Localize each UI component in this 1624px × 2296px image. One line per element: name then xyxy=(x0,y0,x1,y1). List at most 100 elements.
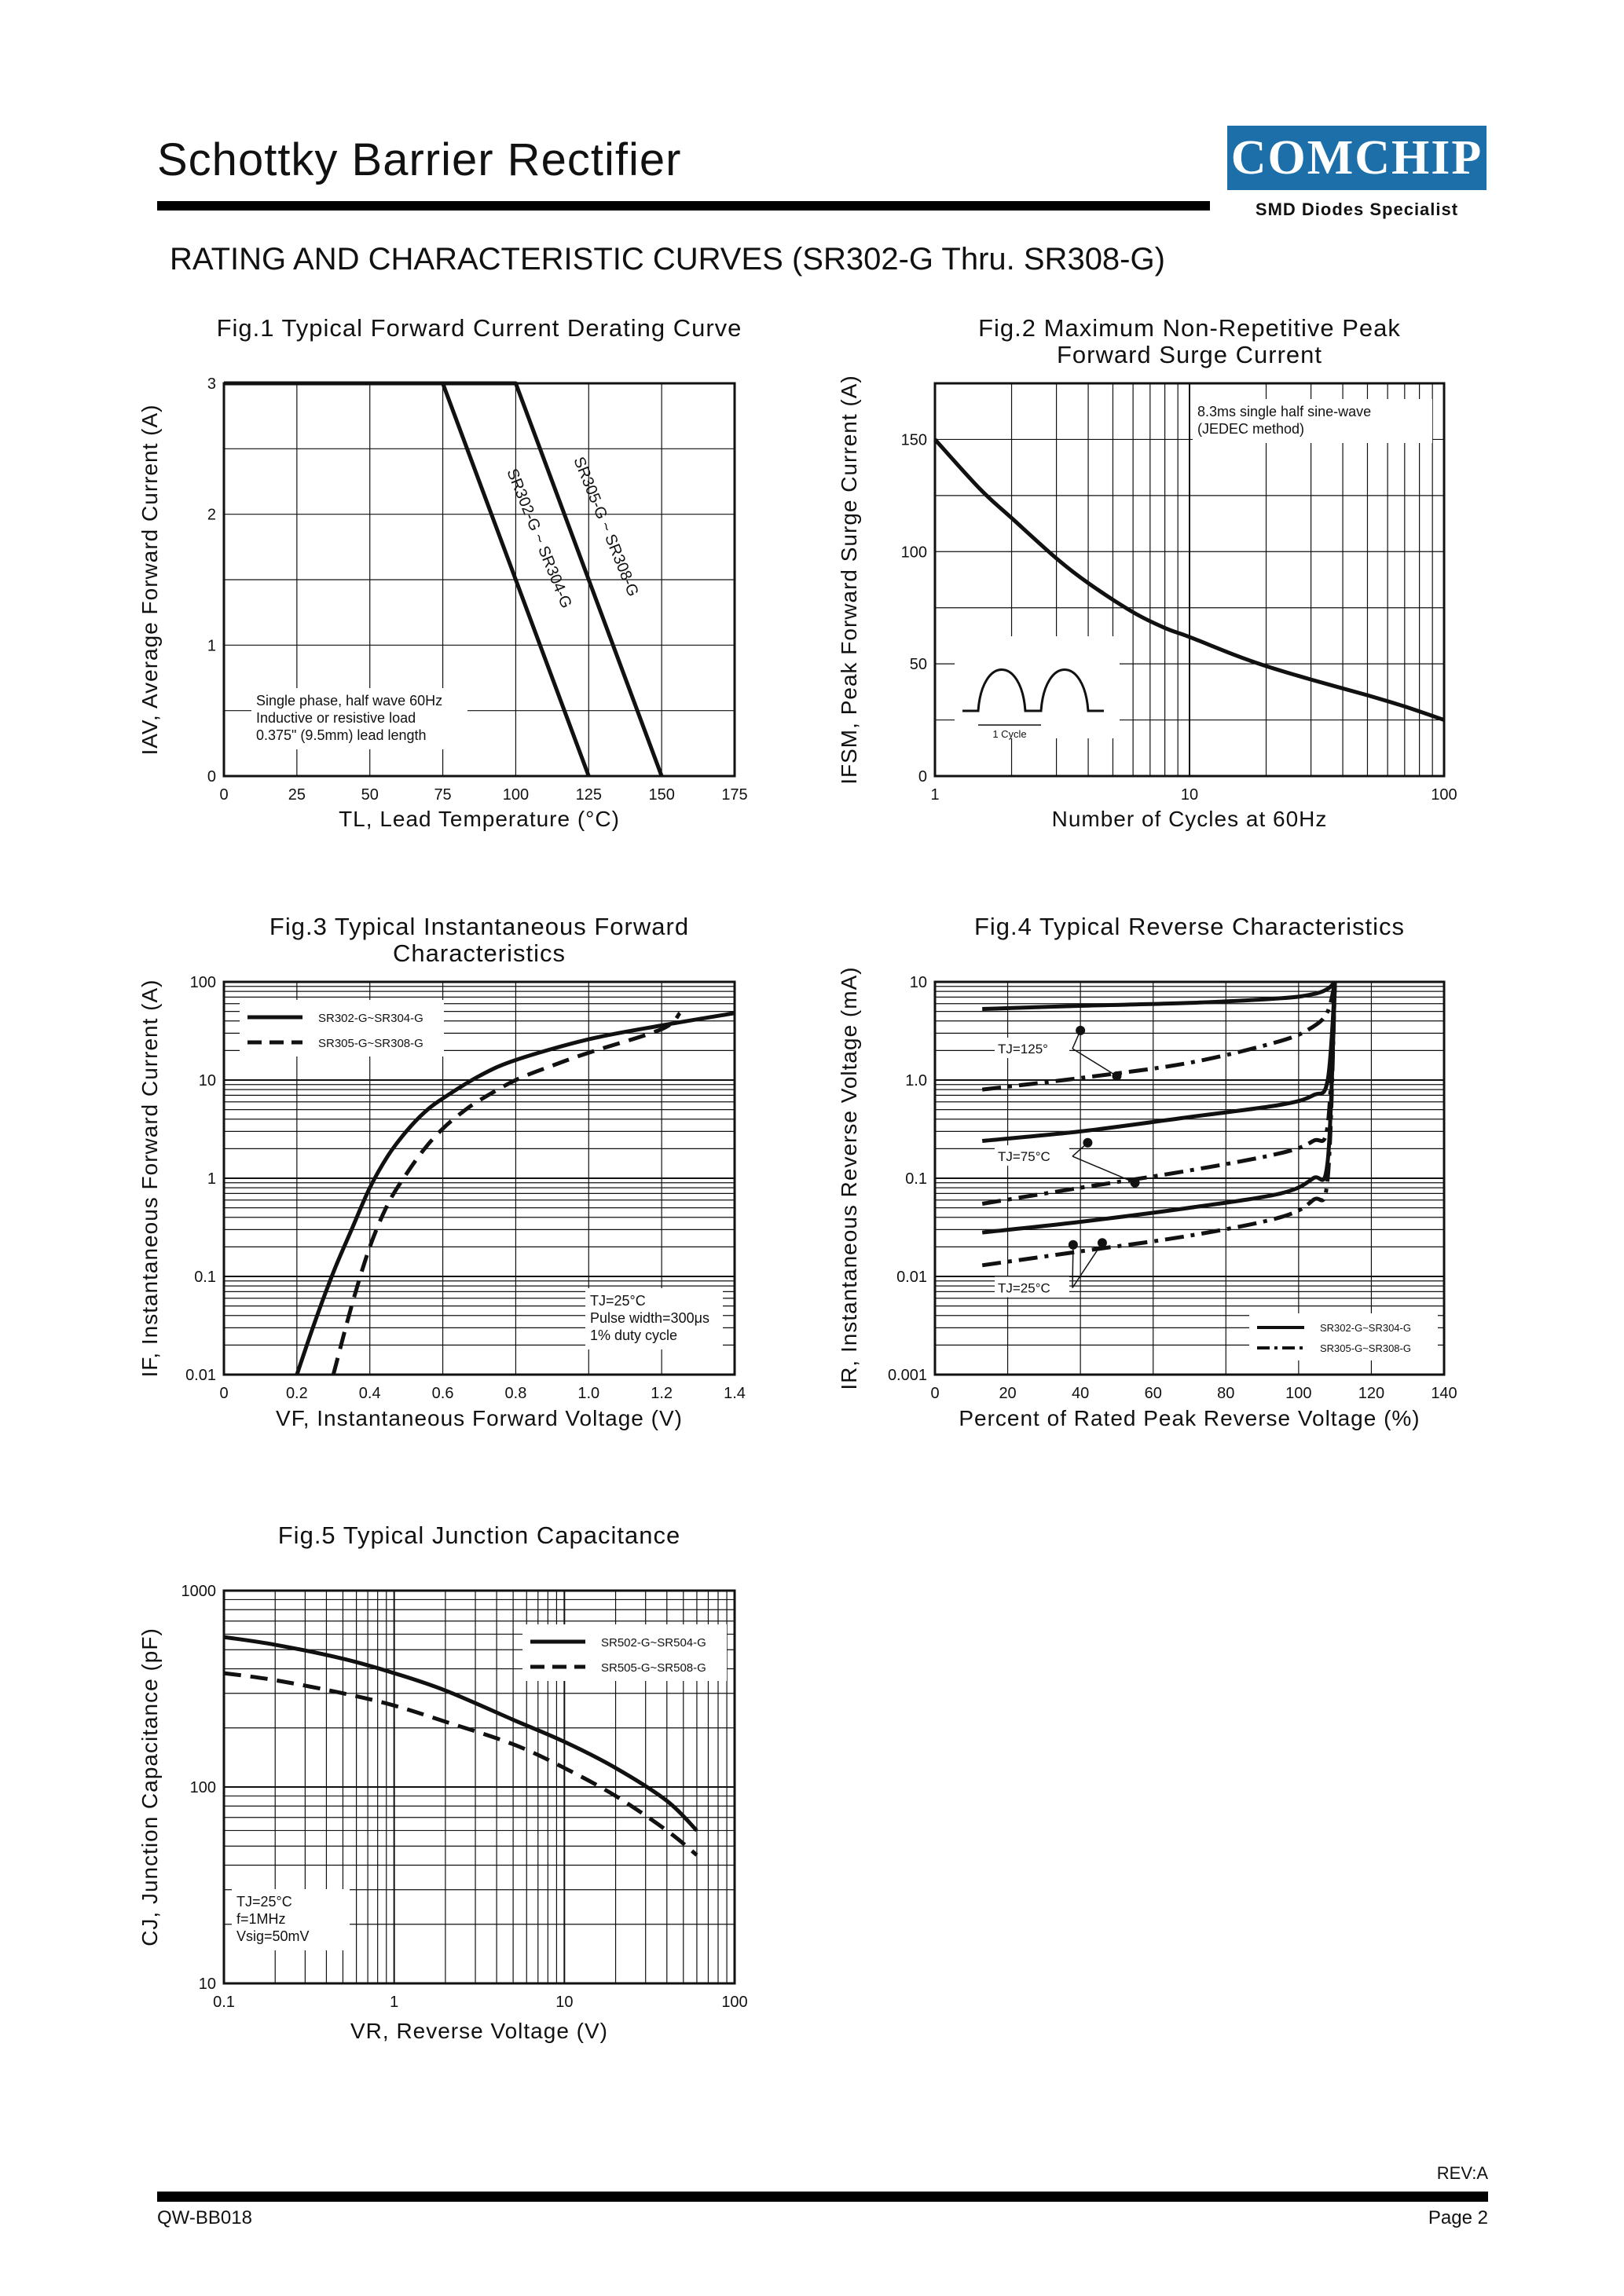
fig1-x-tick-label: 0 xyxy=(219,786,228,804)
fig3-series-group xyxy=(295,1011,735,1375)
fig1-annotation-line: 0.375" (9.5mm) lead length xyxy=(256,727,427,743)
title-rule xyxy=(157,201,1210,211)
fig3-annotation-bg xyxy=(585,1288,723,1349)
fig5-y-tick-label: 1000 xyxy=(181,1583,217,1600)
fig3-series-line xyxy=(295,1011,735,1375)
fig3-y-tick-label: 1 xyxy=(207,1170,216,1188)
fig2-x-tick-label: 1 xyxy=(930,786,939,804)
fig3-x-tick-label: 1.2 xyxy=(651,1385,673,1402)
fig1-y-tick-label: 0 xyxy=(207,768,216,785)
fig2-title-line: Fig.2 Maximum Non-Repetitive Peak xyxy=(978,314,1401,342)
fig3-y-tick-label: 0.01 xyxy=(185,1367,216,1384)
fig4-series-line xyxy=(981,981,1337,1268)
fig4-temp-label-bg xyxy=(995,1276,1069,1298)
footer-doc-number: QW-BB018 xyxy=(157,2207,252,2228)
fig1-x-tick-label: 150 xyxy=(648,786,674,804)
fig2-series-group xyxy=(933,438,1445,722)
fig4-pointer-line xyxy=(1072,1244,1074,1288)
fig1-x-tick-label: 75 xyxy=(434,786,451,804)
section-title: RATING AND CHARACTERISTIC CURVES (SR302-… xyxy=(170,242,1165,276)
fig5-x-tick-label: 0.1 xyxy=(213,1994,235,2011)
fig4-pointer-head xyxy=(1076,1025,1086,1035)
fig3-x-tick-label: 0.4 xyxy=(359,1385,381,1402)
footer-revision: REV:A xyxy=(1436,2163,1488,2183)
fig2-cycle-label: 1 Cycle xyxy=(992,728,1026,740)
fig4-x-tick-label: 20 xyxy=(999,1385,1016,1402)
fig3-plot-frame xyxy=(222,980,736,1376)
fig4-x-tick-label: 120 xyxy=(1358,1385,1384,1402)
fig4-pointer-head xyxy=(1097,1238,1107,1248)
fig3-legend-label: SR302-G~SR304-G xyxy=(318,1012,423,1025)
fig4-y-tick-label: 0.01 xyxy=(896,1269,927,1286)
fig3-title-line: Fig.3 Typical Instantaneous Forward xyxy=(269,913,689,940)
fig5-y-axis-label: CJ, Junction Capacitance (pF) xyxy=(137,1628,162,1946)
fig2-x-tick-label: 100 xyxy=(1431,786,1457,804)
fig4-legend-label: SR302-G~SR304-G xyxy=(1320,1322,1411,1334)
fig3-x-tick-label: 1.0 xyxy=(577,1385,599,1402)
fig4-pointer-head xyxy=(1068,1240,1078,1250)
fig1-annotation-bg xyxy=(251,688,467,749)
fig2-annotation-line: 8.3ms single half sine-wave xyxy=(1197,404,1371,419)
fig5-legend-bg xyxy=(522,1624,727,1681)
fig5-title-line: Fig.5 Typical Junction Capacitance xyxy=(278,1522,680,1549)
fig4-series-group xyxy=(981,980,1337,1268)
fig4-pointer-head xyxy=(1083,1137,1093,1148)
fig5-legend-label: SR505-G~SR508-G xyxy=(601,1661,706,1675)
fig3-y-tick-label: 10 xyxy=(199,1072,216,1089)
company-logo: COMCHIP xyxy=(1227,126,1487,190)
fig5-annotation-bg xyxy=(232,1889,350,1950)
fig5-annotation-line: f=1MHz xyxy=(236,1911,286,1927)
page-title: Schottky Barrier Rectifier xyxy=(157,134,682,185)
fig3-x-tick-label: 0.6 xyxy=(432,1385,454,1402)
fig4-chart: Fig.4 Typical Reverse Characteristics 0 20… xyxy=(837,913,1457,1430)
fig3-x-tick-label: 0.8 xyxy=(505,1385,527,1402)
fig1-y-tick-label: 3 xyxy=(207,375,216,393)
fig2-y-tick-label: 0 xyxy=(918,768,927,785)
fig5-x-tick-label: 1 xyxy=(390,1994,398,2011)
fig4-legend-bg xyxy=(1249,1313,1438,1360)
fig5-series-line xyxy=(223,1635,698,1833)
fig4-x-tick-label: 80 xyxy=(1217,1385,1234,1402)
fig4-series-line xyxy=(981,981,1337,1143)
fig1-y-tick-label: 2 xyxy=(207,507,216,524)
fig4-series-line xyxy=(981,981,1337,1206)
fig4-series-line xyxy=(982,980,1336,1011)
fig3-annotation-line: TJ=25°C xyxy=(590,1293,646,1309)
fig3-x-axis-label: VF, Instantaneous Forward Voltage (V) xyxy=(276,1406,683,1430)
fig3-series-line xyxy=(331,1011,682,1375)
fig4-temp-label: TJ=75°C xyxy=(998,1149,1050,1164)
fig1-x-tick-label: 50 xyxy=(361,786,379,804)
fig4-x-tick-label: 40 xyxy=(1072,1385,1089,1402)
fig4-temp-label-bg xyxy=(995,1037,1069,1058)
fig2-chart: Fig.2 Maximum Non-Repetitive PeakForward… xyxy=(837,314,1457,831)
fig3-legend-label: SR305-G~SR308-G xyxy=(318,1037,423,1050)
fig4-pointer-line xyxy=(1072,1242,1103,1288)
fig4-pointer-line xyxy=(1072,1155,1135,1184)
fig2-plot-frame xyxy=(933,382,1446,778)
fig4-pointer-head xyxy=(1112,1071,1122,1081)
fig4-x-tick-label: 0 xyxy=(930,1385,939,1402)
fig4-x-tick-label: 140 xyxy=(1431,1385,1457,1402)
fig5-series-line xyxy=(223,1671,698,1857)
fig2-y-axis-label: IFSM, Peak Forward Surge Current (A) xyxy=(837,375,861,784)
fig1-series-label: SR305-G ~ SR308-G xyxy=(570,455,641,599)
fig1-annotation-line: Single phase, half wave 60Hz xyxy=(256,693,442,709)
fig1-annotation-line: Inductive or resistive load xyxy=(256,710,416,726)
fig4-x-tick-label: 60 xyxy=(1145,1385,1162,1402)
fig1-chart: Fig.1 Typical Forward Current Derating C… xyxy=(137,314,748,831)
fig4-title-line: Fig.4 Typical Reverse Characteristics xyxy=(974,913,1405,940)
fig4-y-tick-label: 0.001 xyxy=(888,1367,927,1384)
fig3-y-tick-label: 0.1 xyxy=(194,1269,216,1286)
fig1-x-tick-label: 125 xyxy=(576,786,602,804)
fig2-pulse-waveform xyxy=(962,668,1104,712)
fig4-pointer-head xyxy=(1130,1177,1140,1188)
fig5-x-tick-label: 10 xyxy=(555,1994,573,2011)
logo-text: COMCHIP xyxy=(1230,130,1483,185)
fig5-y-tick-label: 10 xyxy=(199,1976,216,1993)
fig1-x-tick-label: 175 xyxy=(721,786,747,804)
fig1-series-label: SR302-G ~ SR304-G xyxy=(503,467,574,611)
fig5-x-axis-label: VR, Reverse Voltage (V) xyxy=(350,2019,608,2043)
fig4-plot-frame xyxy=(933,980,1446,1376)
fig1-x-tick-label: 100 xyxy=(503,786,529,804)
